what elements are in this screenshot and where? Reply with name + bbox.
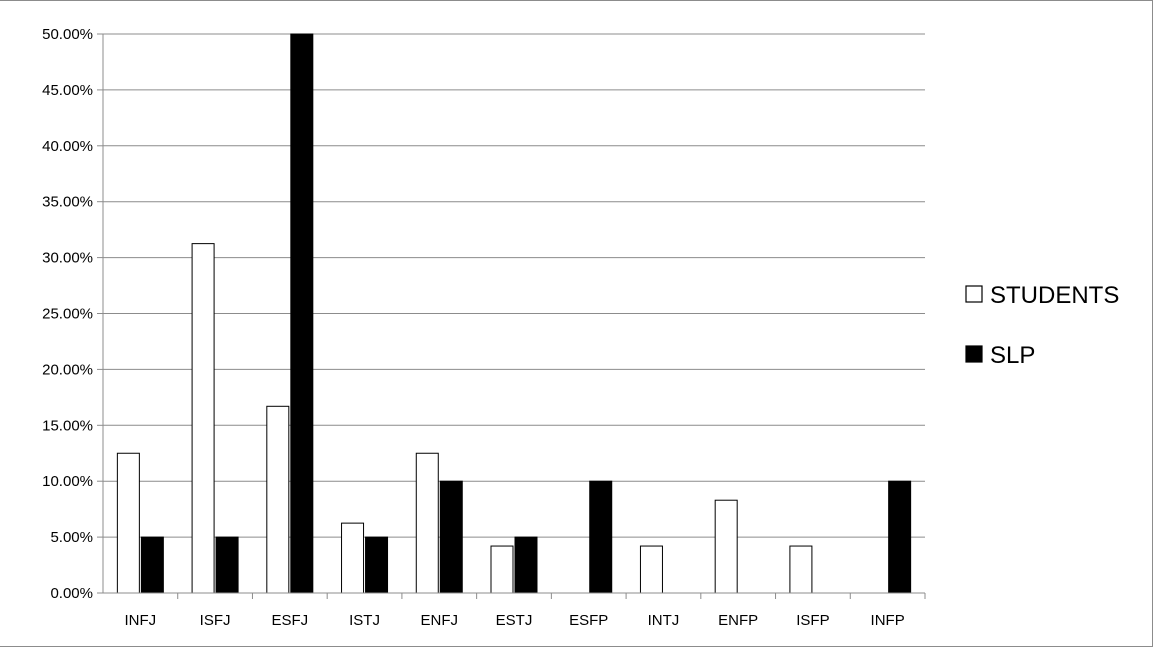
legend: STUDENTS SLP (965, 282, 1119, 369)
legend-swatch-slp (965, 345, 983, 363)
x-tick-label: ISTJ (349, 612, 380, 629)
bar-slp-estj (514, 536, 538, 594)
bar-students-istj (341, 522, 365, 594)
legend-swatch-students (965, 285, 983, 303)
axes (97, 33, 926, 599)
y-tick-labels: 0.00% 5.00% 10.00% 15.00% 20.00% 25.00% 30.00%… (42, 26, 93, 602)
bar-students-intj (639, 545, 663, 594)
bar-slp-infp (888, 480, 912, 594)
x-tick-label: ENFJ (421, 612, 459, 629)
y-tick-label: 0.00% (50, 585, 93, 602)
bar-students-enfp (714, 499, 738, 594)
y-tick-label: 20.00% (42, 361, 93, 378)
y-tick-label: 5.00% (50, 529, 93, 546)
legend-label-slp: SLP (990, 342, 1035, 369)
y-tick-label: 40.00% (42, 138, 93, 155)
y-tick-label: 45.00% (42, 82, 93, 99)
x-tick-label: ESTJ (496, 612, 533, 629)
bar-students-infj (116, 452, 140, 594)
bar-students-estj (490, 545, 514, 594)
x-tick-label: ISFP (796, 612, 829, 629)
y-tick-label: 35.00% (42, 194, 93, 211)
x-tick-labels: INFJ ISFJ ESFJ ISTJ ENFJ ESTJ ESFP INTJ ENFP ISFP… (125, 612, 905, 629)
x-tick-label: ISFJ (200, 612, 231, 629)
x-tick-label: INFJ (125, 612, 157, 629)
bar-slp-isfj (215, 536, 239, 594)
x-tick-label: ESFP (569, 612, 608, 629)
y-tick-label: 30.00% (42, 250, 93, 267)
bar-slp-esfj (290, 33, 314, 594)
y-tick-label: 10.00% (42, 473, 93, 490)
bars (116, 33, 912, 594)
y-tick-label: 15.00% (42, 417, 93, 434)
gridlines (103, 33, 925, 538)
bar-slp-istj (365, 536, 389, 594)
x-tick-label: ESFJ (271, 612, 308, 629)
bar-slp-infj (140, 536, 164, 594)
legend-label-students: STUDENTS (990, 282, 1119, 309)
y-tick-label: 50.00% (42, 26, 93, 43)
bar-slp-enfj (439, 480, 463, 594)
bar-students-isfj (191, 243, 215, 594)
bar-students-isfp (789, 545, 813, 594)
x-tick-label: ENFP (718, 612, 758, 629)
bar-slp-esfp (589, 480, 613, 594)
bar-students-enfj (415, 452, 439, 594)
x-tick-label: INFP (871, 612, 905, 629)
x-tick-label: INTJ (648, 612, 680, 629)
y-tick-label: 25.00% (42, 306, 93, 323)
bar-students-esfj (266, 405, 290, 594)
